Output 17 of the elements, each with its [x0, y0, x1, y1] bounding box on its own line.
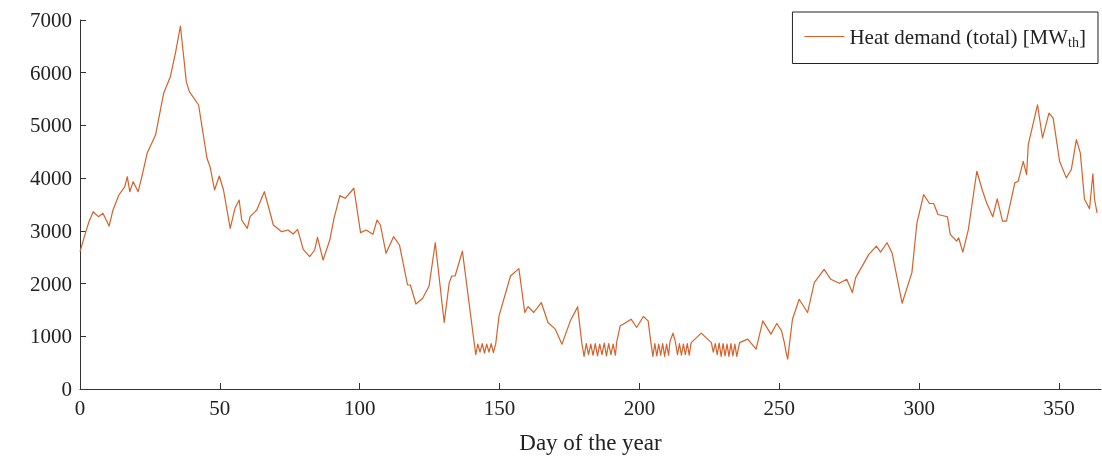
x-tick-label: 200 — [623, 395, 656, 420]
x-tick-label: 250 — [763, 395, 796, 420]
x-axis-title: Day of the year — [519, 430, 663, 455]
y-tick-label: 1000 — [30, 324, 72, 349]
line-series — [79, 25, 1098, 360]
y-tick-label: 0 — [61, 377, 72, 401]
x-tick-label: 100 — [343, 395, 376, 420]
y-tick-label: 2000 — [30, 271, 72, 296]
y-tick-label: 5000 — [30, 113, 72, 138]
x-tick-label: 150 — [483, 395, 516, 420]
y-tick-label: 7000 — [30, 8, 72, 32]
y-tick-label: 3000 — [30, 218, 72, 243]
x-tick-label: 50 — [209, 395, 231, 420]
x-tick-label: 350 — [1043, 395, 1075, 420]
y-tick-label: 6000 — [30, 60, 72, 85]
x-tick-label: 300 — [903, 395, 935, 420]
y-tick-label: 4000 — [30, 166, 72, 191]
